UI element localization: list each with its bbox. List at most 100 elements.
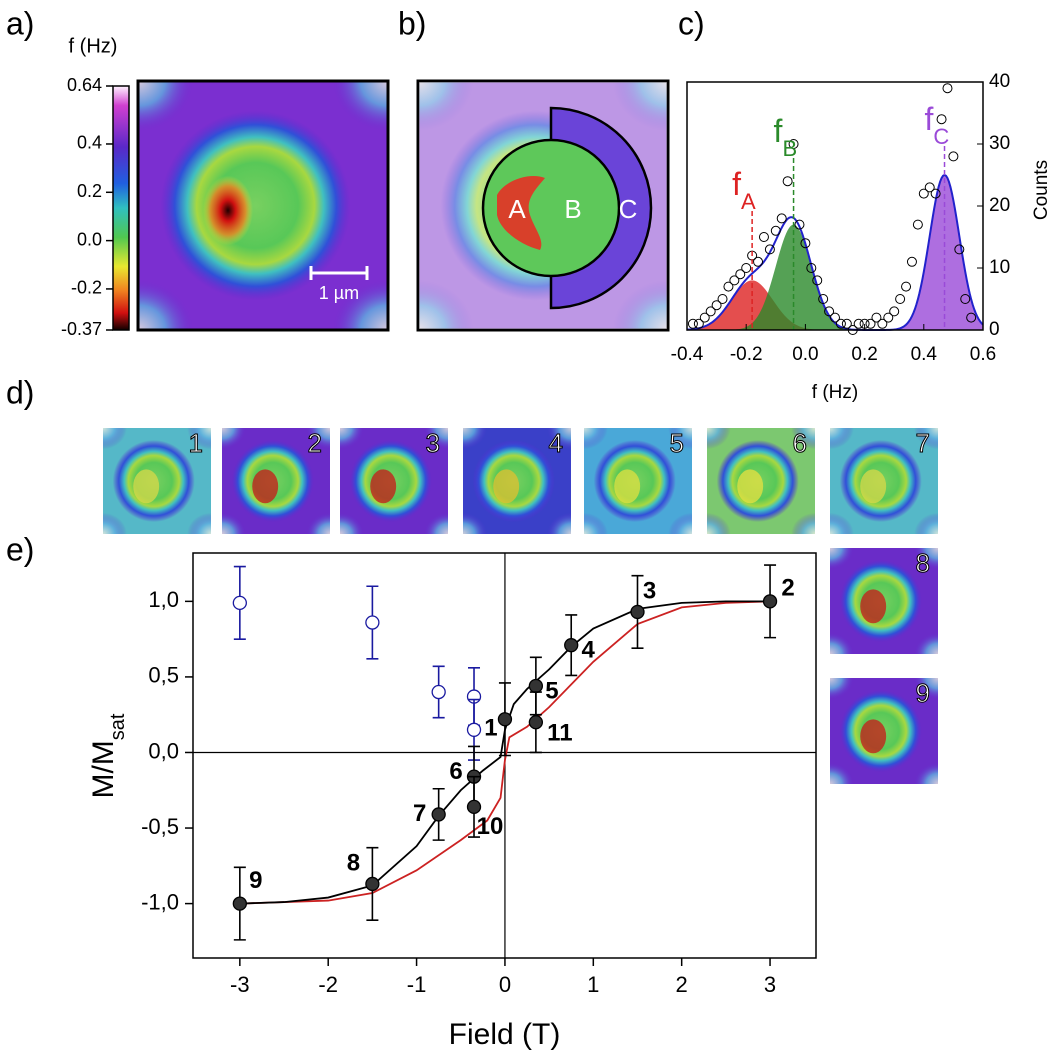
x-tick-label: 0.2	[851, 344, 877, 365]
region-label: C	[619, 194, 638, 224]
data-point	[912, 219, 923, 230]
map-corner	[138, 280, 193, 330]
peak-label-sub: B	[782, 136, 797, 161]
panel-label: d)	[6, 374, 34, 410]
panel-label: c)	[678, 5, 705, 41]
y-tick-label: -0,5	[141, 814, 179, 839]
data-point	[853, 318, 864, 329]
data-point	[735, 269, 746, 280]
map-corner	[668, 512, 692, 534]
map-spot	[860, 719, 887, 754]
data-point	[918, 188, 929, 199]
map-content	[463, 428, 571, 534]
thumbnail-label: 5	[670, 428, 684, 458]
data-point	[824, 306, 835, 317]
map-spot	[133, 469, 160, 504]
map-corner	[707, 428, 731, 450]
data-point	[788, 139, 799, 149]
y-axis-label-main: M/M	[87, 740, 120, 798]
map-corner	[463, 512, 487, 534]
peak-label-f: f	[925, 101, 934, 137]
data-point	[699, 312, 710, 323]
data-point	[800, 238, 811, 249]
map-spot	[614, 469, 641, 504]
map-corner	[914, 632, 938, 654]
point-label: 2	[781, 575, 794, 602]
data-point	[818, 294, 829, 304]
map-corner	[830, 678, 854, 700]
data-point	[889, 306, 900, 317]
thumbnail-label: 3	[426, 428, 440, 458]
map-spot	[860, 589, 887, 624]
map-corner	[340, 428, 364, 450]
data-point	[741, 263, 752, 273]
data-point	[812, 275, 823, 286]
map-corner	[668, 428, 692, 450]
peak-label: fC	[925, 101, 950, 148]
map-spot	[370, 469, 397, 504]
map-corner	[613, 280, 668, 330]
panel-label: b)	[398, 5, 426, 41]
x-tick-label: 1	[587, 972, 599, 997]
data-point	[687, 318, 698, 329]
y-axis-label-sub: sat	[107, 713, 129, 740]
map-corner	[830, 762, 854, 784]
data-point	[770, 225, 781, 236]
data-point	[776, 213, 787, 224]
map-corner	[914, 548, 938, 570]
data-point	[762, 594, 778, 609]
point-label: 11	[547, 720, 572, 747]
x-tick-label: -0.4	[671, 344, 704, 365]
map-corner	[791, 512, 815, 534]
data-point	[960, 294, 971, 304]
map-corner	[418, 81, 473, 131]
thumbnail-label: 2	[308, 428, 322, 458]
y-tick-label: 0	[989, 319, 1000, 340]
data-point	[782, 176, 793, 187]
region-label: B	[564, 194, 581, 224]
colorbar-tick-label: -0.2	[71, 278, 102, 298]
data-point	[758, 232, 769, 242]
thumbnail-label: 7	[916, 428, 930, 458]
map-corner	[463, 428, 487, 450]
point-label: 10	[477, 813, 504, 840]
data-point	[365, 615, 380, 630]
x-tick-label: 3	[764, 972, 776, 997]
map-disc	[160, 110, 351, 301]
x-tick-label: -3	[230, 972, 250, 997]
map-spot	[252, 469, 279, 504]
data-point	[830, 312, 840, 323]
map-image	[340, 428, 448, 534]
data-point	[865, 318, 876, 329]
map-spot	[860, 469, 887, 504]
y-tick-label: 10	[989, 257, 1010, 278]
map-image	[830, 548, 938, 654]
map-content	[830, 678, 938, 784]
map-corner	[830, 428, 854, 450]
data-point	[901, 281, 912, 292]
region	[481, 138, 621, 278]
data-point	[232, 595, 247, 611]
map-corner	[424, 428, 448, 450]
data-point	[497, 712, 513, 727]
map-corner	[584, 428, 608, 450]
peak-label-f: f	[732, 166, 741, 202]
point-label: 9	[249, 867, 262, 894]
map-corner	[914, 678, 938, 700]
y-tick-label: 40	[989, 71, 1010, 92]
data-point	[717, 294, 728, 304]
data-point	[954, 244, 965, 255]
x-tick-label: -0.2	[730, 344, 763, 365]
map-corner	[187, 512, 211, 534]
map-frame	[136, 79, 390, 332]
thumbnail-label: 6	[793, 428, 807, 458]
x-tick-label: 0.4	[911, 344, 938, 365]
data-point	[966, 312, 977, 323]
data-point	[466, 722, 482, 737]
y-tick-label: 20	[989, 195, 1010, 216]
x-tick-label: 0.0	[792, 344, 818, 365]
map-spot	[737, 469, 764, 504]
panel-label: a)	[6, 5, 34, 41]
data-point	[365, 876, 380, 892]
